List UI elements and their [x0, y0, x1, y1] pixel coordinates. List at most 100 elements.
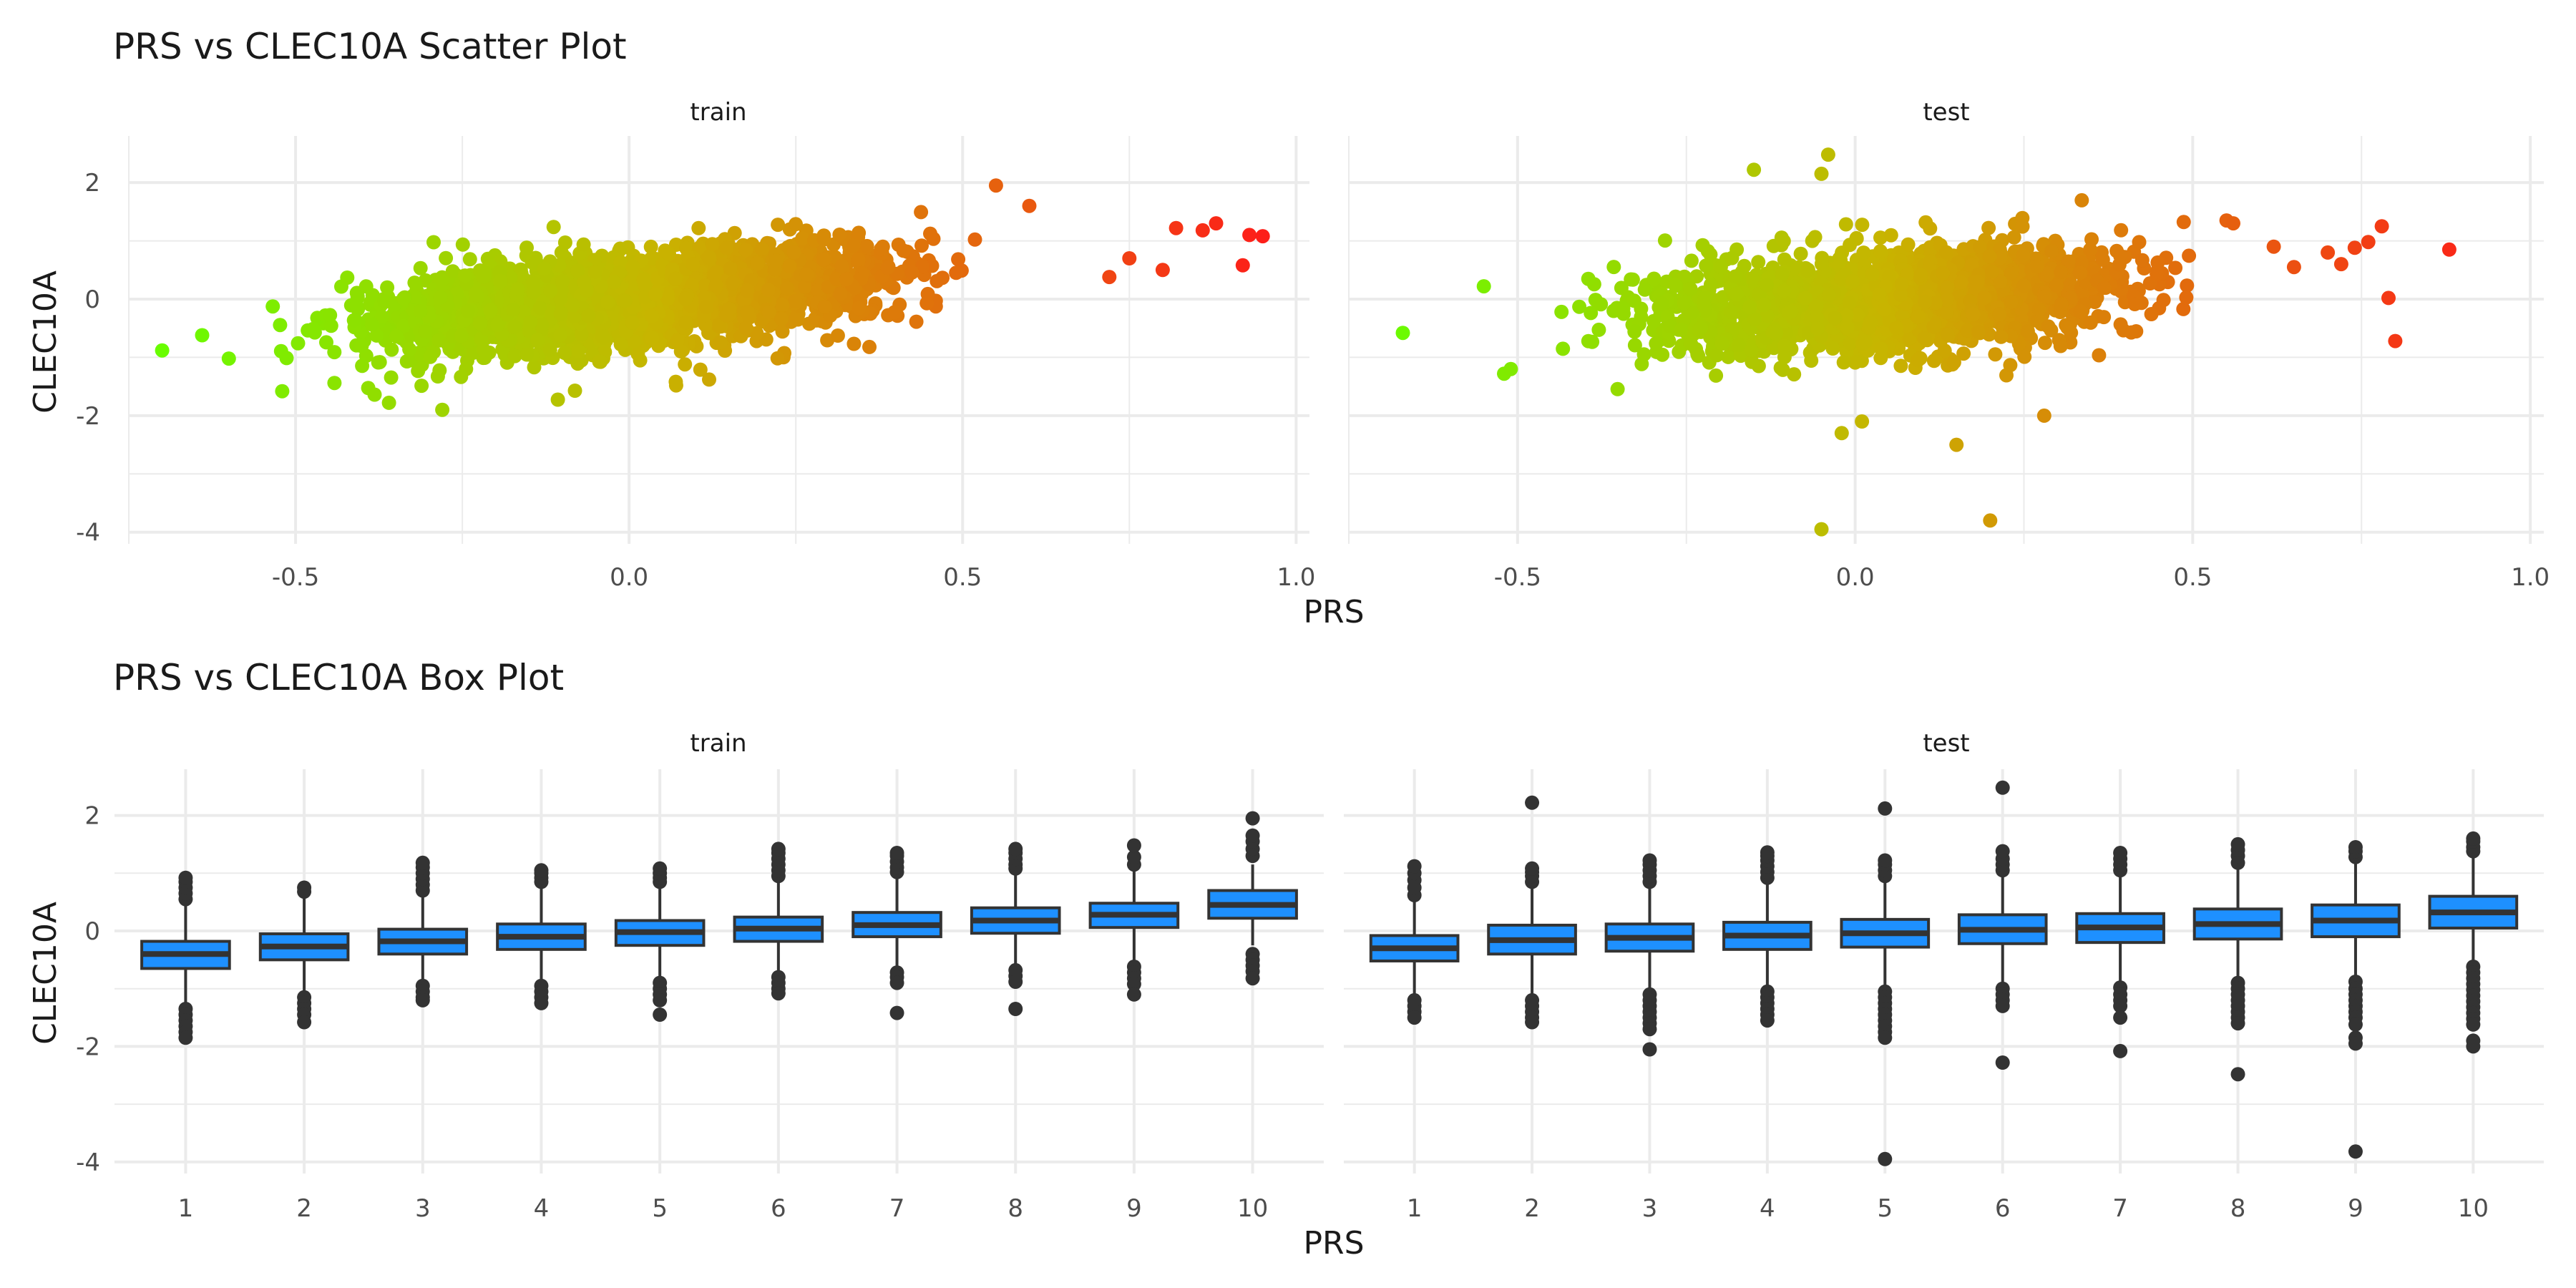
scatter-point	[722, 301, 737, 316]
scatter-point	[155, 343, 170, 358]
scatter-point	[880, 260, 895, 275]
scatter-point	[645, 309, 660, 323]
scatter-point	[577, 275, 592, 290]
scatter-point	[789, 217, 803, 232]
scatter-point	[1873, 244, 1888, 259]
scatter-point	[613, 337, 628, 352]
scatter-point	[323, 308, 338, 323]
box-outlier	[653, 1008, 668, 1022]
scatter-point	[1834, 271, 1849, 286]
scatter-point	[555, 283, 569, 298]
x-tick-label: 1.0	[2511, 563, 2550, 592]
scatter-point	[920, 286, 935, 301]
scatter-point	[786, 245, 801, 260]
scatter-point	[1960, 323, 1975, 338]
scatter-point	[633, 353, 648, 368]
x-tick-label: 0.5	[2173, 563, 2212, 592]
scatter-point	[596, 330, 611, 345]
scatter-point	[1634, 356, 1649, 371]
scatter-point	[2044, 243, 2059, 258]
scatter-point	[600, 295, 615, 310]
scatter-point	[571, 343, 586, 358]
scatter-point	[1956, 346, 1971, 361]
scatter-point	[1591, 322, 1606, 337]
scatter-point	[1877, 302, 1892, 317]
scatter-point	[396, 291, 411, 306]
scatter-point	[493, 274, 508, 288]
scatter-point	[2113, 248, 2128, 263]
scatter-point	[2054, 265, 2069, 280]
scatter-point	[1760, 278, 1775, 293]
scatter-point	[2150, 255, 2165, 270]
scatter-point	[2144, 307, 2159, 321]
scatter-point	[951, 252, 966, 267]
scatter-point	[1918, 294, 1933, 309]
scatter-point	[2168, 260, 2183, 275]
scatter-point	[462, 252, 477, 267]
scatter-point	[1988, 347, 2003, 362]
scatter-point	[384, 342, 399, 357]
scatter-point	[1913, 268, 1928, 283]
scatter-point	[2003, 358, 2018, 373]
scatter-point	[510, 281, 525, 296]
scatter-point	[2036, 408, 2051, 423]
scatter-point	[775, 324, 790, 339]
scatter-point	[2361, 235, 2376, 250]
scatter-point	[2049, 278, 2064, 293]
scatter-point	[648, 287, 663, 302]
scatter-point	[221, 351, 236, 366]
scatter-point	[2060, 320, 2075, 335]
scatter-point	[327, 345, 342, 360]
scatter-point	[1662, 319, 1677, 333]
scatter-point	[740, 305, 755, 319]
scatter-point	[323, 318, 338, 333]
scatter-point	[780, 280, 794, 296]
scatter-point	[1845, 274, 1860, 288]
scatter-point	[550, 392, 565, 407]
scatter-point	[1992, 307, 2007, 322]
scatter-point	[887, 305, 902, 320]
scatter-point	[1556, 341, 1571, 356]
scatter-point	[1724, 250, 1740, 265]
scatter-point	[713, 335, 728, 350]
scatter-point	[1677, 269, 1692, 284]
scatter-point	[1863, 316, 1878, 330]
scatter-point	[896, 243, 911, 258]
scatter-point	[1784, 304, 1799, 319]
scatter-point	[396, 318, 411, 333]
box-facet-strip-train: train	[690, 729, 746, 758]
scatter-point	[1839, 308, 1854, 323]
scatter-point	[1814, 256, 1829, 271]
scatter-point	[1994, 329, 2009, 344]
box-outlier	[653, 861, 668, 876]
scatter-train-x-ticks: -0.5 0.0 0.5 1.0	[272, 563, 1316, 592]
scatter-point	[1776, 233, 1791, 248]
scatter-point	[1825, 341, 1840, 356]
scatter-point	[839, 271, 854, 286]
scatter-point	[1855, 218, 1870, 233]
box-outlier	[534, 863, 549, 878]
scatter-point	[1807, 230, 1823, 245]
scatter-point	[1850, 308, 1865, 323]
scatter-point	[949, 265, 964, 280]
scatter-point	[1809, 299, 1824, 314]
scatter-point	[761, 283, 776, 298]
scatter-point	[1742, 300, 1757, 315]
scatter-point	[678, 315, 693, 330]
scatter-point	[1939, 293, 1954, 308]
scatter-point	[433, 290, 448, 305]
scatter-point	[1476, 279, 1491, 294]
scatter-point	[354, 338, 369, 353]
scatter-point	[546, 220, 561, 235]
scatter-point	[625, 259, 640, 274]
scatter-point	[832, 228, 847, 242]
scatter-y-ticks: 20-2-4	[76, 169, 100, 547]
scatter-point	[2097, 310, 2112, 325]
scatter-point	[1842, 296, 1857, 311]
scatter-point	[2156, 293, 2171, 308]
box-outlier	[771, 986, 786, 1001]
x-tick-label: 0.0	[1836, 563, 1875, 592]
scatter-point	[851, 252, 866, 267]
scatter-point	[1814, 166, 1829, 181]
